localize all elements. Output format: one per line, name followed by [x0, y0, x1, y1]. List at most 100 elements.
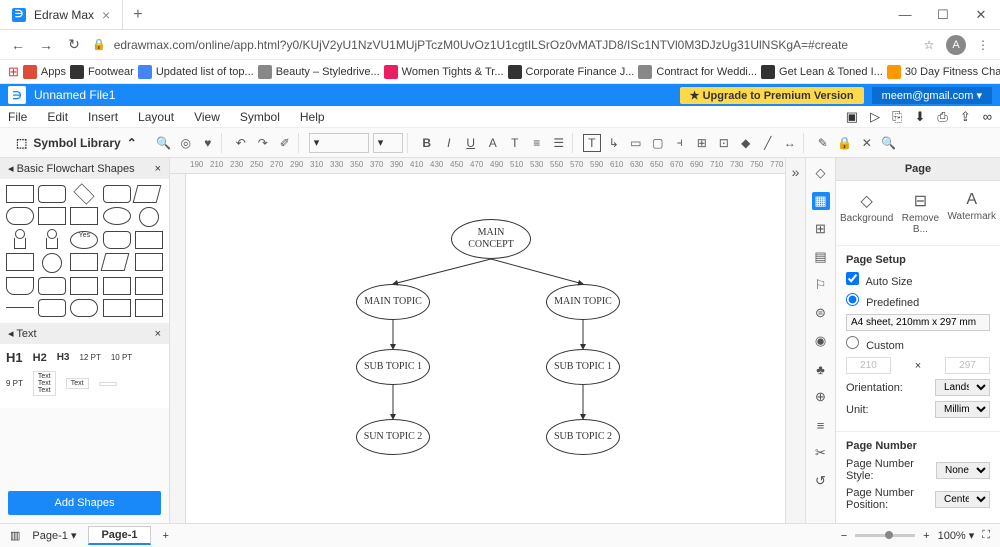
grid-icon[interactable]: ⊞	[812, 220, 830, 238]
user-email[interactable]: meem@gmail.com ▾	[872, 87, 992, 104]
shape-person[interactable]	[14, 231, 26, 249]
shape-rect[interactable]	[6, 185, 34, 203]
diagram-node[interactable]: SUN TOPIC 2	[356, 419, 430, 455]
redo-icon[interactable]: ↷	[254, 134, 272, 152]
play-icon[interactable]: ▷	[870, 109, 880, 125]
orientation-select[interactable]: Lands...	[935, 379, 990, 396]
heart-icon[interactable]: ♥	[199, 134, 217, 152]
line-icon[interactable]: ╱	[759, 134, 777, 152]
menu-item[interactable]: Help	[300, 110, 325, 124]
zoom-slider[interactable]	[855, 534, 915, 537]
diagram-node[interactable]: MAIN TOPIC	[546, 284, 620, 320]
text-panel-header[interactable]: ◂ Text ×	[0, 323, 169, 344]
connector-icon[interactable]: ↳	[605, 134, 623, 152]
page-tab[interactable]: Page-1	[88, 526, 150, 545]
menu-item[interactable]: File	[8, 110, 27, 124]
upgrade-button[interactable]: ★ Upgrade to Premium Version	[680, 87, 864, 104]
shape-rect5[interactable]	[135, 253, 163, 271]
size-select[interactable]: ▾	[373, 133, 403, 153]
star-icon[interactable]: ☆	[920, 38, 938, 52]
shape-roundrect2[interactable]	[103, 185, 131, 203]
page-icon[interactable]: ▦	[812, 192, 830, 210]
bookmark-item[interactable]: Footwear	[70, 65, 134, 79]
zoom-in-icon[interactable]: +	[923, 530, 929, 542]
maximize-icon[interactable]: ☐	[924, 7, 962, 23]
shape-rect4[interactable]	[6, 253, 34, 271]
shape-roundrect[interactable]	[38, 185, 66, 203]
bookmark-item[interactable]: Get Lean & Toned I...	[761, 65, 883, 79]
shape-circle2[interactable]	[42, 253, 62, 273]
shape-doc[interactable]	[135, 231, 163, 249]
text-style-icon[interactable]: T	[506, 134, 524, 152]
underline-icon[interactable]: U	[462, 134, 480, 152]
shape-circle[interactable]	[139, 207, 159, 227]
menu-item[interactable]: Edit	[47, 110, 68, 124]
collapse-right-button[interactable]: »	[785, 158, 805, 523]
bookmark-item[interactable]: Contract for Weddi...	[638, 65, 757, 79]
diagram-node[interactable]: SUB TOPIC 1	[546, 349, 620, 385]
diagram-node[interactable]: MAIN TOPIC	[356, 284, 430, 320]
shape-person2[interactable]	[46, 231, 58, 249]
lock-icon[interactable]: 🔒	[836, 134, 854, 152]
print-icon[interactable]: ⎙	[937, 109, 947, 125]
shape-shield[interactable]	[135, 299, 163, 317]
close-tab-icon[interactable]: ×	[102, 7, 110, 23]
menu-item[interactable]: Insert	[88, 110, 118, 124]
shape-parallelogram[interactable]	[132, 185, 161, 203]
shape-line[interactable]	[6, 307, 34, 308]
bookmark-item[interactable]: 30 Day Fitness Chal...	[887, 65, 1000, 79]
predefined-radio[interactable]: Predefined	[846, 293, 919, 309]
target-icon[interactable]: ◎	[177, 134, 195, 152]
crop-icon[interactable]: ✂	[812, 444, 830, 462]
shape-hex[interactable]	[70, 277, 98, 295]
back-icon[interactable]: ←	[8, 37, 28, 53]
shape-round2[interactable]	[38, 277, 66, 295]
edit-icon[interactable]: ✎	[814, 134, 832, 152]
history-icon[interactable]: ↺	[812, 472, 830, 490]
filename[interactable]: Unnamed File1	[34, 88, 115, 102]
list-icon[interactable]: ☰	[550, 134, 568, 152]
unit-select[interactable]: Millim...	[935, 401, 990, 418]
shape-rect3[interactable]	[70, 207, 98, 225]
pages-icon[interactable]: ▥	[10, 529, 20, 542]
shape-cyl2[interactable]	[70, 253, 98, 271]
width-input[interactable]	[846, 357, 891, 374]
settings-icon[interactable]: ✕	[858, 134, 876, 152]
menu-icon[interactable]: ⋮	[974, 38, 992, 52]
custom-radio[interactable]: Custom	[846, 336, 904, 352]
height-input[interactable]	[945, 357, 990, 374]
db-icon[interactable]: ⊜	[812, 304, 830, 322]
bookmark-item[interactable]: Updated list of top...	[138, 65, 254, 79]
shape-diamond[interactable]	[74, 183, 95, 204]
canvas[interactable]: 1902102302502702903103303503703904104304…	[170, 158, 785, 523]
save-icon[interactable]: ⎘	[892, 109, 902, 125]
fill-icon[interactable]: ◆	[737, 134, 755, 152]
link-icon[interactable]: ∞	[983, 109, 992, 125]
canvas-body[interactable]: MAIN CONCEPTMAIN TOPICMAIN TOPICSUB TOPI…	[186, 174, 785, 523]
shape-wave[interactable]	[6, 277, 34, 295]
bookmark-item[interactable]: Women Tights & Tr...	[384, 65, 504, 79]
shape-pent[interactable]	[103, 277, 131, 295]
theme-icon[interactable]: ◉	[812, 332, 830, 350]
bookmark-item[interactable]: Apps	[23, 65, 66, 79]
paint-icon[interactable]: ◇	[812, 164, 830, 182]
shape-round4[interactable]	[70, 299, 98, 317]
bookmark-item[interactable]: Corporate Finance J...	[508, 65, 635, 79]
new-tab-button[interactable]: +	[123, 6, 152, 24]
page-dropdown[interactable]: Page-1 ▾	[32, 529, 76, 542]
browser-tab[interactable]: ∋ Edraw Max ×	[0, 0, 123, 29]
arrow-style-icon[interactable]: ↔	[781, 134, 799, 152]
italic-icon[interactable]: I	[440, 134, 458, 152]
shape-round-icon[interactable]: ▢	[649, 134, 667, 152]
shape-cyl[interactable]	[103, 231, 131, 249]
page-option-icon[interactable]: AWatermark	[947, 191, 996, 235]
distribute-icon[interactable]: ⊞	[693, 134, 711, 152]
symbol-library-button[interactable]: ⬚Symbol Library⌃	[8, 136, 145, 150]
fullscreen-icon[interactable]: ⛶	[982, 529, 990, 542]
menu-item[interactable]: Symbol	[240, 110, 280, 124]
camera-icon[interactable]: ▣	[846, 109, 858, 125]
bookmark-icon[interactable]: ⚐	[812, 276, 830, 294]
bookmark-item[interactable]: Beauty – Styledrive...	[258, 65, 380, 79]
align-obj-icon[interactable]: ⫞	[671, 134, 689, 152]
pn-style-select[interactable]: None	[936, 462, 990, 479]
